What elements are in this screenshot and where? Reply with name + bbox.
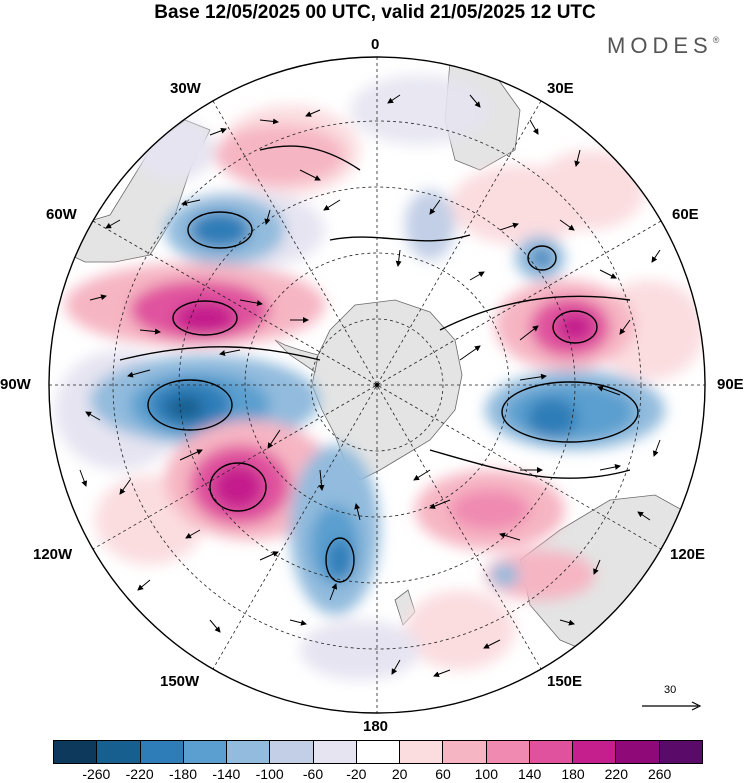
colorbar-segment <box>400 741 444 763</box>
colorbar-tick-label: -20 <box>346 766 367 782</box>
meridian-label-180: 180 <box>363 718 389 735</box>
meridian-label-150e: 150E <box>547 673 583 690</box>
anomaly-shading <box>55 75 705 680</box>
colorbar-segment <box>227 741 271 763</box>
colorbar-tick-label: -60 <box>302 766 324 782</box>
colorbar-segment <box>313 741 357 763</box>
colorbar-segment <box>140 741 184 763</box>
colorbar-tick-labels: -260 -220 -180 -140 -100 -60 -20 20 60 100 140 180 2… <box>0 766 750 783</box>
colorbar-tick-label: -260 <box>82 766 111 782</box>
colorbar-segment <box>97 741 141 763</box>
colorbar-segment <box>443 741 487 763</box>
colorbar-segment <box>486 741 530 763</box>
antarctic-peninsula <box>274 339 319 373</box>
wind-vectors <box>79 94 661 678</box>
map-outline <box>48 56 706 714</box>
meridian-label-120e: 120E <box>670 546 706 563</box>
pole-marker <box>375 383 379 387</box>
meridian-label-60e: 60E <box>672 206 699 223</box>
colorbar-tick-label: -180 <box>168 766 198 782</box>
colorbar-segment <box>659 741 702 763</box>
brand-name: MODES <box>607 33 713 58</box>
colorbar-tick-label: 60 <box>435 766 451 782</box>
meridian-label-30w: 30W <box>170 80 201 97</box>
brand-logo: MODES® <box>607 33 719 59</box>
colorbar-tick-label: 260 <box>647 766 672 782</box>
meridian-label-30e: 30E <box>547 80 574 97</box>
colorbar-segment <box>356 741 401 763</box>
colorbar-tick-label: -140 <box>212 766 241 782</box>
colorbar-tick-label: 100 <box>474 766 499 782</box>
reference-vector-value: 30 <box>664 684 677 696</box>
colorbar-tick-label: -220 <box>125 766 154 782</box>
meridian-label-90e: 90E <box>717 376 744 393</box>
colorbar-segment <box>54 741 98 763</box>
colorbar-segment <box>573 741 617 763</box>
meridian-label-90w: 90W <box>0 376 31 393</box>
colorbar-tick-label: 180 <box>561 766 585 782</box>
colorbar-tick-label: -100 <box>255 766 284 782</box>
streamlines <box>119 145 639 583</box>
meridian-label-120w: 120W <box>33 546 73 563</box>
arrow-right-icon <box>642 701 702 711</box>
meridian-label-0: 0 <box>371 36 380 53</box>
colorbar-segment <box>270 741 314 763</box>
polar-map <box>48 56 706 714</box>
colorbar-tick-label: 220 <box>604 766 629 782</box>
colorbar-segment <box>616 741 660 763</box>
colorbar-tick-label: 140 <box>517 766 542 782</box>
meridian-label-60w: 60W <box>46 206 77 223</box>
brand-mark: ® <box>712 35 720 45</box>
lat-lon-grid <box>49 57 705 713</box>
colorbar-segment <box>183 741 228 763</box>
colorbar <box>53 740 703 764</box>
colorbar-tick-label: 20 <box>391 766 408 782</box>
meridian-label-150w: 150W <box>160 673 200 690</box>
colorbar-segment <box>529 741 574 763</box>
map-title: Base 12/05/2025 00 UTC, valid 21/05/2025… <box>154 2 596 23</box>
